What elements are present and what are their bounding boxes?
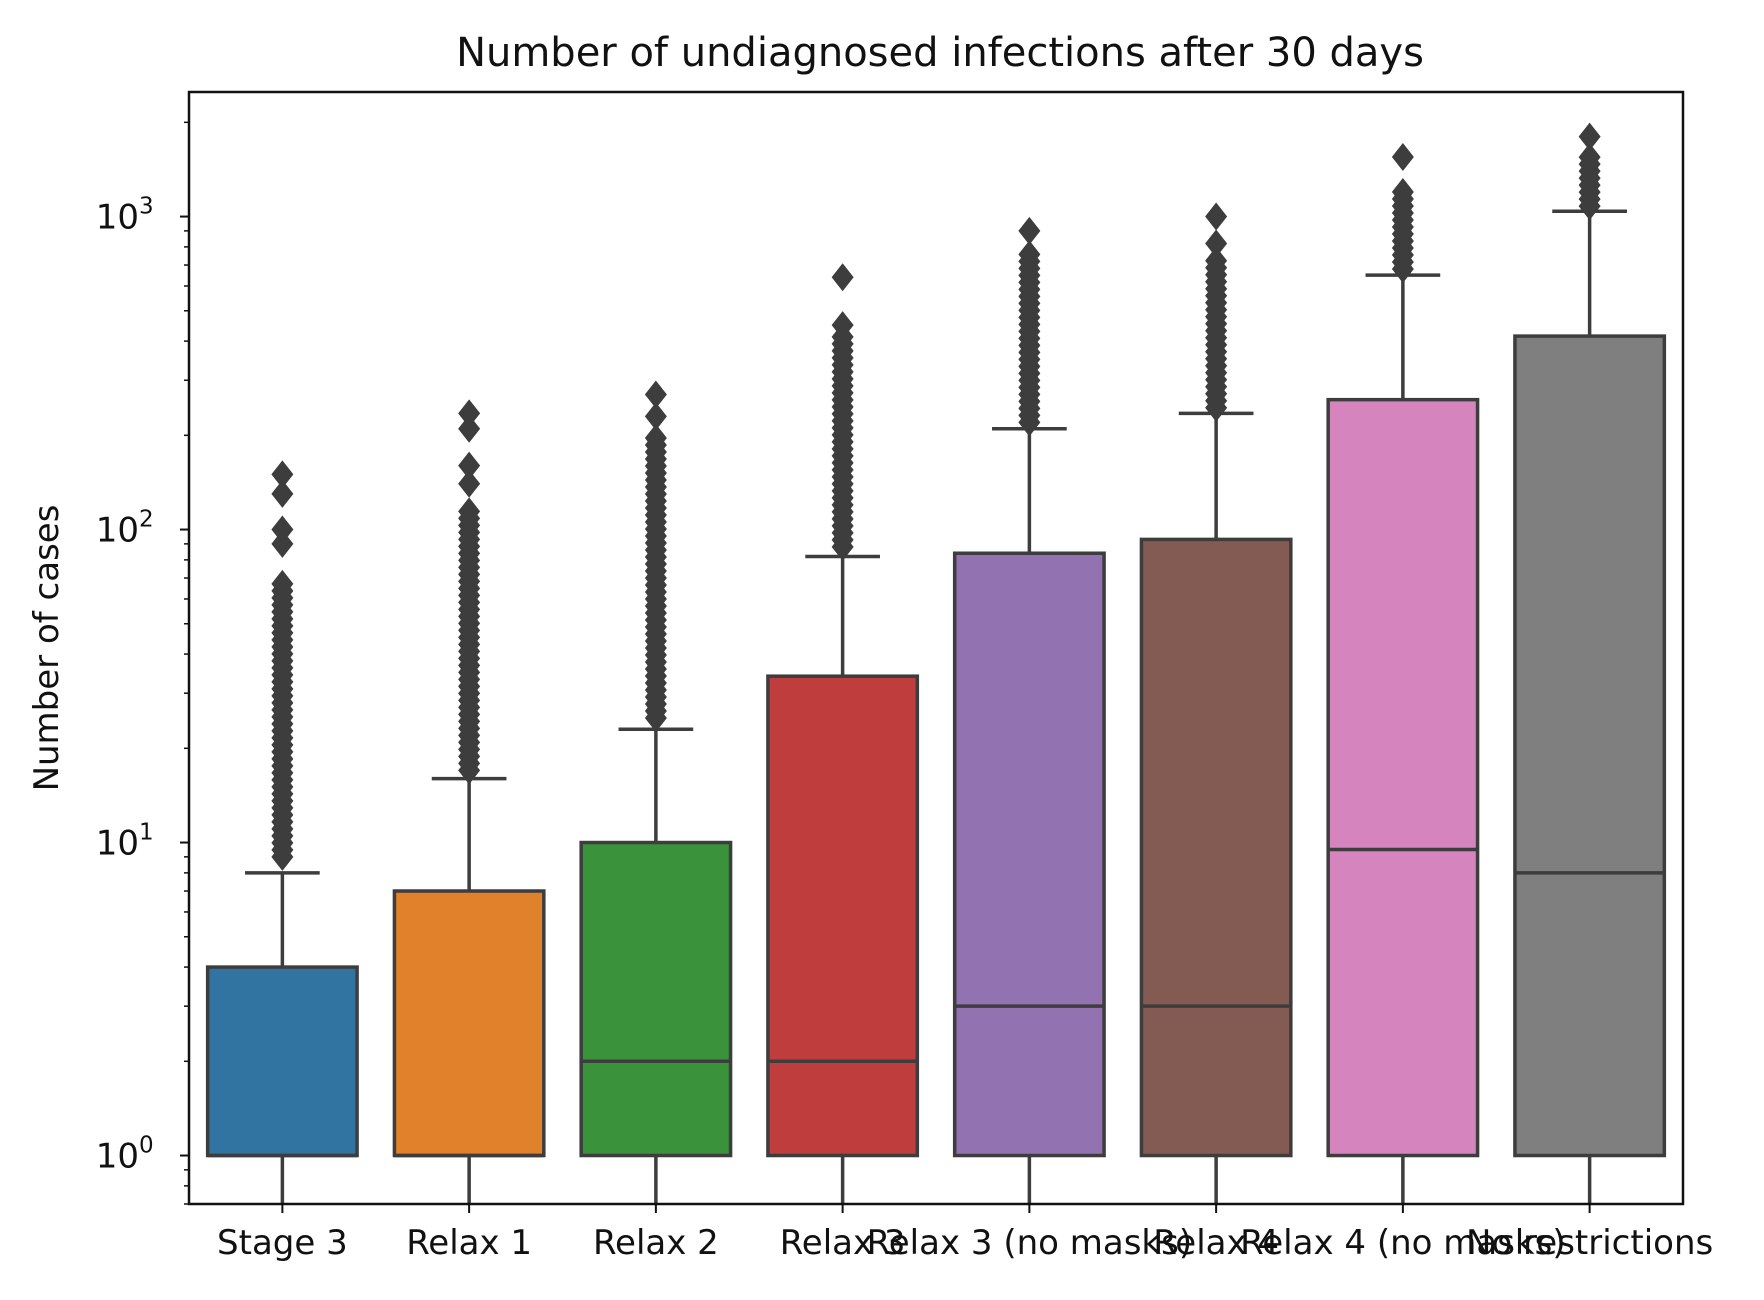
outlier-point — [1205, 246, 1228, 275]
box-relax-3-no-masks — [952, 216, 1106, 1204]
box-rect — [205, 965, 359, 1158]
x-tick-label: No restrictions — [1466, 1223, 1713, 1263]
y-tick-label: 10 — [96, 1137, 139, 1177]
x-tick-label: Relax 3 (no masks) — [867, 1223, 1192, 1263]
y-tick-exponent: 0 — [139, 1133, 154, 1159]
outlier-point — [271, 515, 294, 544]
outlier-point — [1391, 177, 1414, 206]
outlier-point — [644, 402, 667, 431]
x-tick-label: Relax 3 — [780, 1223, 906, 1263]
outlier-point — [458, 414, 481, 443]
y-tick-exponent: 1 — [139, 820, 154, 846]
y-tick-label: 10 — [96, 824, 139, 864]
box-rect — [579, 840, 733, 1158]
outlier-point — [1018, 240, 1041, 269]
outlier-point — [831, 263, 854, 292]
box-rect — [1513, 334, 1667, 1158]
outlier-point — [644, 380, 667, 409]
y-tick-label: 10 — [96, 198, 139, 238]
outlier-point — [1205, 229, 1228, 258]
box-stage-3 — [205, 460, 359, 1204]
x-tick-label: Relax 4 — [1153, 1223, 1279, 1263]
outlier-point — [458, 451, 481, 480]
x-tick-label: Relax 1 — [406, 1223, 532, 1263]
x-tick-label: Relax 2 — [593, 1223, 719, 1263]
plot-area — [205, 122, 1667, 1204]
plot-frame — [187, 90, 1685, 1206]
y-tick-exponent: 2 — [139, 507, 154, 533]
y-tick-exponent: 3 — [139, 194, 154, 220]
box-relax-2 — [579, 380, 733, 1204]
outlier-point — [458, 469, 481, 498]
outlier-point — [1578, 143, 1601, 172]
x-tick-label: Relax 4 (no masks) — [1240, 1223, 1565, 1263]
x-tick-label: Stage 3 — [217, 1223, 348, 1263]
box-rect — [952, 551, 1106, 1158]
outlier-point — [271, 460, 294, 489]
y-axis-label: Number of cases — [27, 505, 67, 792]
outlier-point — [644, 423, 667, 452]
outlier-point — [1391, 142, 1414, 171]
outlier-point — [271, 569, 294, 598]
outlier-point — [1205, 202, 1228, 231]
box-relax-4-no-masks — [1326, 142, 1480, 1204]
outlier-point — [458, 497, 481, 526]
box-rect — [392, 889, 546, 1158]
outlier-point — [271, 479, 294, 508]
box-rect — [1326, 397, 1480, 1158]
box-rect — [1139, 537, 1293, 1158]
box-no-restrictions — [1513, 122, 1667, 1204]
outlier-point — [458, 399, 481, 428]
outlier-point — [271, 529, 294, 558]
outlier-point — [831, 311, 854, 340]
box-relax-1 — [392, 399, 546, 1204]
outlier-point — [1018, 216, 1041, 245]
box-relax-4 — [1139, 202, 1293, 1204]
box-rect — [766, 674, 920, 1158]
box-relax-3 — [766, 263, 920, 1204]
y-tick-label: 10 — [96, 511, 139, 551]
chart-title: Number of undiagnosed infections after 3… — [456, 30, 1424, 76]
outlier-point — [1578, 122, 1601, 151]
